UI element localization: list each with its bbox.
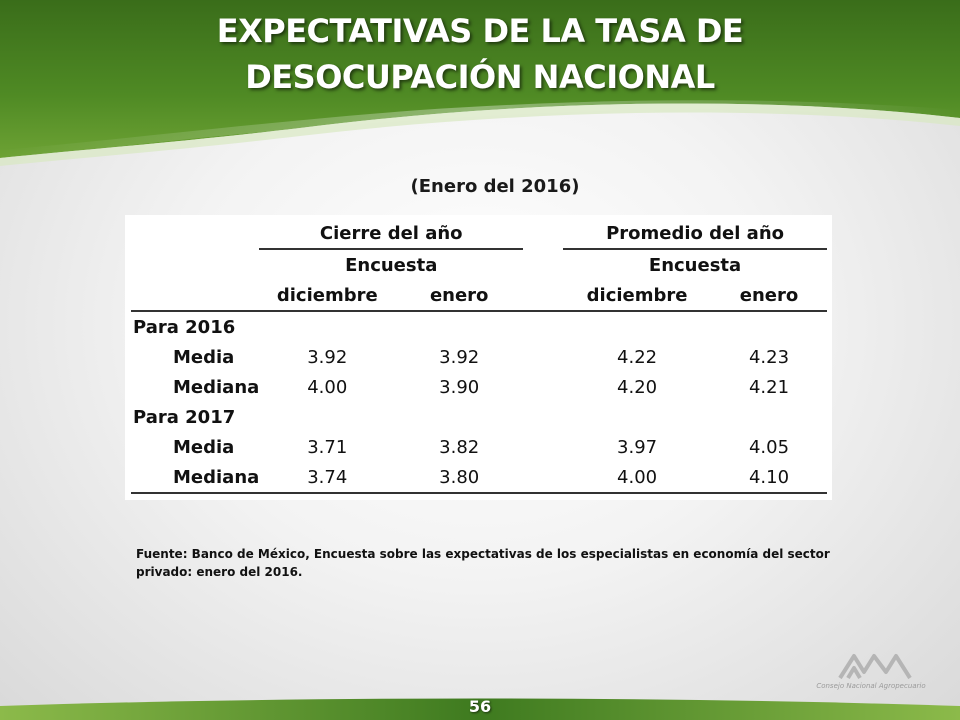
table-cell: 3.80 [439,466,480,488]
table-cell: 4.22 [617,346,658,368]
group-header-promedio: Promedio del año [563,218,827,250]
table-gap-cell [523,280,563,311]
col-header-enero-cierre: enero [429,284,489,306]
table-section-row: Para 2016 [131,311,827,342]
table-column-header-row: diciembre enero diciembre enero [131,280,827,311]
slide-subtitle: (Enero del 2016) [410,176,580,197]
col-header-diciembre-promedio: diciembre [586,284,688,306]
table-gap-cell [523,218,563,249]
table-cell: 4.23 [748,346,790,368]
table-cell: 4.10 [748,466,790,488]
slide-title: EXPECTATIVAS DE LA TASA DE DESOCUPACIÓN … [0,8,960,100]
table-cell: 4.20 [617,376,658,398]
col-header-diciembre-cierre: diciembre [276,284,378,306]
table-cell: 3.74 [307,466,348,488]
table-empty-cell [131,280,259,311]
table-cell: 3.92 [439,346,480,368]
cna-logo: Consejo Nacional Agropecuario [796,642,946,702]
source-footnote: Fuente: Banco de México, Encuesta sobre … [136,547,830,579]
table-section-row: Para 2017 [131,402,827,432]
table-frame: Cierre del año Promedio del año Encuesta… [125,215,832,500]
row-label-mediana-2017: Mediana [173,466,260,488]
table-cell: 4.00 [307,376,348,398]
table-row: Media 3.71 3.82 3.97 4.05 [131,432,827,462]
row-label-media-2017: Media [173,436,235,458]
table-cell: 3.97 [617,436,658,458]
header-band [0,0,960,166]
cna-logo-icon [838,654,912,680]
table-row: Mediana 3.74 3.80 4.00 4.10 [131,462,827,493]
table-group-header-row: Cierre del año Promedio del año [131,218,827,250]
table-cell: 4.00 [617,466,658,488]
table-cell: 3.82 [439,436,480,458]
row-label-mediana-2016: Mediana [173,376,260,398]
table-row: Mediana 4.00 3.90 4.20 4.21 [131,372,827,402]
table-corner-cell [131,218,259,249]
table-cell: 3.71 [307,436,348,458]
section-label-2017: Para 2017 [133,406,236,428]
table-cell: 4.05 [748,436,790,458]
logo-text: Consejo Nacional Agropecuario [816,682,926,690]
survey-label-cierre: Encuesta [345,254,438,276]
table-cell: 3.90 [439,376,480,398]
col-header-enero-promedio: enero [739,284,799,306]
table-survey-row: Encuesta Encuesta [131,249,827,280]
table-gap-cell [523,249,563,280]
table-empty-cell [131,249,259,280]
slide-title-line-2: DESOCUPACIÓN NACIONAL [245,58,715,96]
table-cell: 4.21 [748,376,790,398]
footer-band [0,698,960,720]
table-cell: 3.92 [307,346,348,368]
expectations-table: Cierre del año Promedio del año Encuesta… [131,218,827,494]
page-number: 56 [468,697,492,716]
section-label-2016: Para 2016 [133,316,236,338]
table-row: Media 3.92 3.92 4.22 4.23 [131,342,827,372]
row-label-media-2016: Media [173,346,235,368]
survey-label-promedio: Encuesta [648,254,742,276]
slide-title-line-1: EXPECTATIVAS DE LA TASA DE [216,12,744,50]
group-header-cierre: Cierre del año [259,218,524,250]
